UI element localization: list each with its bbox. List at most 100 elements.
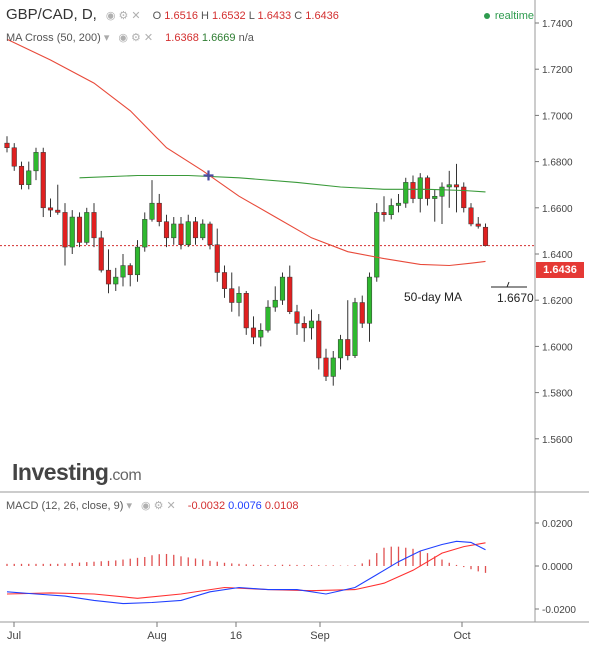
bullish-candle [403,177,409,208]
candle-body [185,221,191,246]
candle-body [11,147,17,167]
bullish-candle [388,198,394,220]
candle-body [461,186,467,209]
macd-label[interactable]: MACD (12, 26, close, 9) [6,500,124,512]
bearish-candle [76,212,83,248]
bearish-candle [40,147,46,218]
ma-cross-label[interactable]: MA Cross (50, 200) [6,32,101,44]
candle-body [330,357,336,377]
bullish-candle [134,240,141,282]
time-tick-label: Jul [7,630,21,642]
investing-logo: Investing.com [12,459,142,486]
candle-body [265,306,271,331]
bearish-candle [381,196,387,222]
candle-body [352,302,358,356]
high-label: H [201,10,209,22]
chevron-down-icon[interactable]: ▾ [103,32,110,44]
candle-body [40,152,46,209]
candle-body [236,293,242,303]
candle-body [279,276,286,301]
bearish-candle [192,217,199,245]
candle-body [200,223,206,239]
candle-body [149,202,155,220]
price-header: GBP/CAD, D, ◉⚙✕ O 1.6516 H 1.6532 L 1.64… [6,6,339,23]
price-tick-label: 1.6800 [542,158,573,169]
candle-body [192,221,199,239]
candle-body [47,207,54,211]
candle-body [359,302,365,324]
candle-body [345,339,351,356]
candle-body [250,327,257,338]
macd-buttons[interactable]: ◉⚙✕ [141,500,179,512]
time-tick-label: Sep [310,630,330,642]
bullish-candle [374,203,380,282]
bearish-candle [4,136,10,153]
candle-body [55,209,61,213]
header-buttons[interactable]: ◉⚙✕ [105,10,144,22]
candle-body [395,202,402,206]
candle-body [243,293,249,329]
bearish-candle [229,272,235,312]
high-value: 1.6532 [212,10,246,22]
symbol-label[interactable]: GBP/CAD, D, [6,6,97,23]
macd-line [6,540,486,605]
realtime-indicator: realtime [483,10,534,22]
ma-value-2: 1.6669 [201,32,236,44]
bearish-candle [250,316,257,345]
bearish-candle [482,223,489,247]
ma-value-1: 1.6368 [165,32,199,44]
chevron-down-icon[interactable]: ▾ [126,500,132,512]
candle-body [221,272,228,289]
bearish-candle [214,228,220,282]
bullish-candle [84,207,90,245]
bullish-candle [337,334,344,370]
bearish-candle [294,304,300,335]
bearish-candle [475,217,481,229]
bearish-candle [287,265,293,315]
annotation-leader [491,281,510,288]
candle-body [134,246,141,276]
candle-body [105,269,112,285]
bearish-candle [163,214,170,248]
bearish-candle [91,203,97,248]
candle-body [468,207,474,225]
candle-body [142,219,148,248]
candle-body [69,216,75,248]
macd-value-3: 0.0108 [264,500,299,512]
candle-body [26,170,32,185]
macd-tick-label: -0.0200 [542,605,576,616]
bearish-candle [178,217,184,250]
ma-buttons[interactable]: ◉⚙✕ [118,32,157,44]
logo-suffix: .com [108,467,142,484]
open-value: 1.6516 [164,10,198,22]
close-value: 1.6436 [305,10,339,22]
candle-body [388,205,394,215]
candle-body [287,276,293,313]
price-tick-label: 1.7200 [542,65,573,76]
candle-body [18,165,25,185]
bearish-candle [424,175,431,206]
bullish-candle [142,212,148,252]
bullish-candle [439,182,445,224]
bearish-candle [316,314,322,370]
candle-body [229,288,235,303]
candle-body [301,323,307,329]
candle-body [337,339,344,359]
bullish-candle [352,297,358,358]
low-label: L [248,10,255,22]
cross-marker-icon [203,170,214,181]
bullish-candle [113,267,119,291]
candle-body [446,184,452,188]
bullish-candle [200,219,206,241]
candle-body [91,212,97,239]
time-tick-label: 16 [230,630,242,642]
close-label: C [294,10,303,22]
bullish-candle [279,272,286,305]
candle-body [4,142,10,148]
bullish-candle [417,173,423,213]
bullish-candle [149,180,155,222]
candle-body [113,276,119,285]
candle-body [127,265,133,276]
bearish-candle [156,193,162,227]
